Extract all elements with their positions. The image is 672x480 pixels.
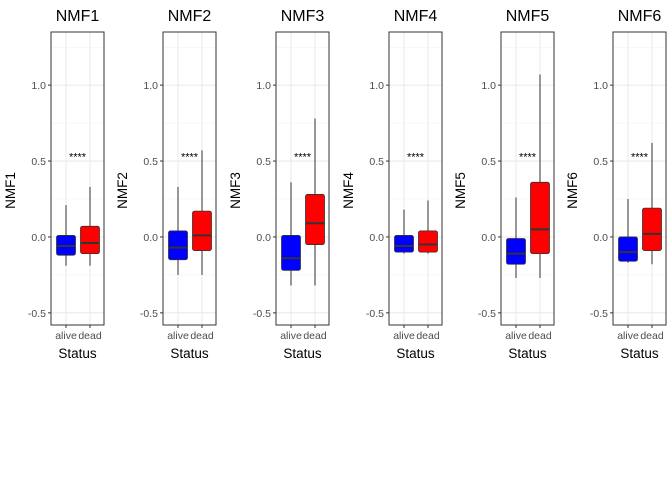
box-alive [168, 186, 188, 275]
x-axis-label: Status [58, 346, 97, 361]
x-tick-label: dead [303, 330, 327, 342]
box-alive [618, 198, 638, 263]
iqr-box [192, 210, 212, 252]
y-tick-label: 1.0 [143, 80, 158, 92]
y-tick-label: -0.5 [140, 308, 158, 320]
panel-nmf4: NMF4 -0.5 0.0 0.5 1.0 **** alive dead Status NMF4 [341, 8, 443, 361]
box-dead [530, 74, 550, 278]
panel-border [500, 31, 555, 326]
panel-title: NMF1 [56, 8, 100, 25]
iqr-box [418, 230, 438, 253]
y-tick-label: 1.0 [256, 80, 271, 92]
y-tick-label: -0.5 [590, 308, 608, 320]
x-tick-label: dead [528, 330, 552, 342]
y-tick-label: 0.0 [256, 232, 271, 244]
panel-title: NMF2 [168, 8, 212, 25]
x-axis-label: Status [170, 346, 209, 361]
y-axis-label: NMF6 [565, 172, 580, 209]
x-tick-label: alive [505, 330, 527, 342]
panel-nmf5: NMF5 -0.5 0.0 0.5 1.0 **** alive dead Status NMF5 [453, 8, 555, 361]
x-tick-label: dead [78, 330, 102, 342]
box-dead [80, 186, 100, 266]
panel-border [275, 31, 330, 326]
y-tick-label: 0.0 [31, 232, 46, 244]
panel-title: NMF6 [618, 8, 662, 25]
panel-border [162, 31, 217, 326]
x-tick-label: dead [190, 330, 214, 342]
panel-nmf2: NMF2 -0.5 0.0 0.5 1.0 **** alive dead Status NMF2 [115, 8, 217, 361]
panel-border [388, 31, 443, 326]
y-axis-label: NMF2 [115, 172, 130, 209]
significance-label: **** [294, 151, 312, 163]
iqr-box [305, 194, 325, 245]
significance-label: **** [631, 151, 649, 163]
y-tick-label: 0.5 [481, 156, 496, 168]
iqr-box [394, 235, 414, 253]
panel-title: NMF4 [394, 8, 438, 25]
iqr-box [642, 207, 662, 252]
x-tick-label: alive [167, 330, 189, 342]
y-tick-label: 0.0 [481, 232, 496, 244]
y-tick-label: 0.0 [593, 232, 608, 244]
y-tick-label: 0.5 [369, 156, 384, 168]
y-tick-label: 0.5 [593, 156, 608, 168]
panel-nmf1: NMF1 -0.5 0.0 0.5 1.0 **** alive dead Status NMF1 [3, 8, 105, 361]
y-tick-label: 0.0 [369, 232, 384, 244]
box-alive [394, 209, 414, 254]
y-tick-label: -0.5 [366, 308, 384, 320]
x-tick-label: dead [640, 330, 664, 342]
significance-label: **** [69, 151, 87, 163]
panel-title: NMF3 [281, 8, 325, 25]
significance-label: **** [181, 151, 199, 163]
y-tick-label: 1.0 [481, 80, 496, 92]
x-axis-label: Status [508, 346, 547, 361]
panel-border [50, 31, 105, 326]
y-axis-label: NMF4 [341, 172, 356, 209]
iqr-box [530, 181, 550, 255]
x-tick-label: alive [393, 330, 415, 342]
box-alive [281, 182, 301, 286]
panel-nmf6: NMF6 -0.5 0.0 0.5 1.0 **** alive dead Status NMF6 [565, 8, 667, 361]
y-axis-label: NMF1 [3, 172, 18, 209]
x-tick-label: dead [416, 330, 440, 342]
y-tick-label: 1.0 [369, 80, 384, 92]
y-tick-label: -0.5 [28, 308, 46, 320]
y-tick-label: 0.5 [143, 156, 158, 168]
y-tick-label: 1.0 [593, 80, 608, 92]
x-tick-label: alive [617, 330, 639, 342]
y-tick-label: 1.0 [31, 80, 46, 92]
box-dead [418, 200, 438, 254]
iqr-box [618, 236, 638, 262]
y-axis-label: NMF5 [453, 172, 468, 209]
panel-nmf3: NMF3 -0.5 0.0 0.5 1.0 **** alive dead Status NMF3 [228, 8, 330, 361]
x-tick-label: alive [280, 330, 302, 342]
box-alive [506, 197, 526, 278]
iqr-box [281, 235, 301, 271]
y-tick-label: 0.5 [31, 156, 46, 168]
significance-label: **** [407, 151, 425, 163]
x-tick-label: alive [55, 330, 77, 342]
y-tick-label: -0.5 [253, 308, 271, 320]
y-tick-label: 0.5 [256, 156, 271, 168]
box-alive [56, 205, 76, 266]
box-dead [192, 150, 212, 275]
box-dead [642, 142, 662, 265]
y-axis-label: NMF3 [228, 172, 243, 209]
significance-label: **** [519, 151, 537, 163]
iqr-box [506, 238, 526, 265]
x-axis-label: Status [620, 346, 659, 361]
box-dead [305, 118, 325, 286]
panel-title: NMF5 [506, 8, 550, 25]
panel-border [612, 31, 667, 326]
x-axis-label: Status [283, 346, 322, 361]
iqr-box [80, 225, 100, 255]
y-tick-label: -0.5 [478, 308, 496, 320]
y-tick-label: 0.0 [143, 232, 158, 244]
iqr-box [168, 230, 188, 261]
x-axis-label: Status [396, 346, 435, 361]
